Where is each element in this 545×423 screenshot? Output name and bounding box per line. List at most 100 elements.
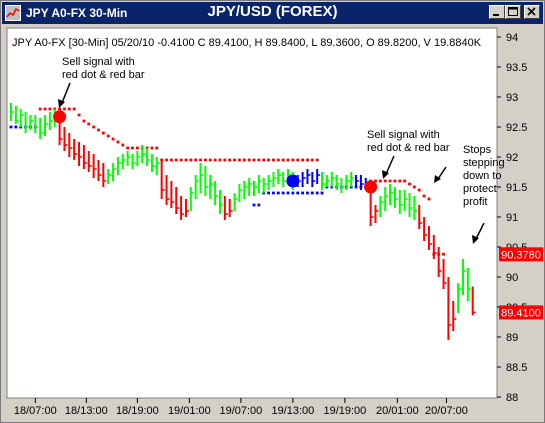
- sell_stop-dot: [247, 158, 251, 162]
- annotation-3: Stops stepping down to protect profit: [463, 144, 505, 244]
- x-tick-label: 20/07:00: [425, 405, 468, 417]
- minimize-icon: [493, 14, 499, 16]
- y-tick-label: 91: [506, 212, 518, 224]
- close-icon: [527, 7, 536, 16]
- buy_stop-dot: [281, 191, 285, 195]
- maximize-button[interactable]: [505, 5, 521, 19]
- signal-dots: [53, 110, 378, 194]
- annotation-3-arrowhead-b: [472, 235, 479, 244]
- sell_stop-dot: [48, 107, 52, 111]
- sell_stop-dot: [388, 179, 392, 183]
- x-tick-label: 18/13:00: [65, 405, 108, 417]
- annotation-3-line1: Stops: [463, 144, 492, 156]
- sell_stop-dot: [92, 125, 96, 129]
- buy_stop-dot: [14, 125, 18, 129]
- buy-signal-dot: [286, 174, 300, 188]
- sell_stop-dot: [238, 158, 241, 162]
- sell_stop-dot: [131, 146, 134, 150]
- close-button[interactable]: [524, 5, 540, 19]
- y-tick-label: 89: [506, 332, 518, 344]
- sell_stop-dot: [276, 158, 280, 162]
- annotation-3-line2: stepping: [463, 157, 505, 169]
- maximize-icon: [508, 7, 518, 16]
- chart-app-icon: [5, 5, 21, 21]
- sell_stop-dot: [189, 158, 193, 162]
- y-tick-label: 92: [506, 152, 518, 164]
- sell_stop-dot: [378, 179, 382, 183]
- sell_stop-dot: [403, 179, 407, 183]
- sell_stop-dot: [38, 107, 42, 111]
- sell_stop-dot: [63, 107, 66, 111]
- annotation-1-line2: red dot & red bar: [62, 69, 145, 81]
- sell_stop-dot: [228, 158, 232, 162]
- sell_stop-dot: [106, 134, 110, 138]
- y-tick-label: 90: [506, 272, 518, 284]
- price-chart[interactable]: JPY A0-FX [30-Min] 05/20/10 -0.4100 C 89…: [2, 25, 543, 421]
- buy_stop-dot: [296, 191, 300, 195]
- buy_stop-dot: [272, 191, 275, 195]
- x-tick-label: 20/01:00: [376, 405, 419, 417]
- sell_stop-dot: [286, 158, 290, 162]
- sell_stop-dot: [43, 107, 47, 111]
- y-tick-label: 94: [506, 32, 518, 44]
- buy_stop-dot: [276, 191, 280, 195]
- price-box-label: 89.4100: [501, 307, 541, 319]
- plot-background: [6, 27, 498, 399]
- buy_stop-dot: [315, 191, 319, 195]
- sell_stop-dot: [272, 158, 275, 162]
- annotation-3-arrow-a: [437, 166, 447, 180]
- sell_stop-dot: [67, 107, 71, 111]
- sell_stop-dot: [150, 146, 154, 150]
- y-tick-label: 91.5: [506, 182, 527, 194]
- chart-area[interactable]: JPY A0-FX [30-Min] 05/20/10 -0.4100 C 89…: [2, 25, 543, 421]
- sell_stop-dot: [155, 146, 159, 150]
- sell-signal-dot: [53, 110, 67, 124]
- x-axis: 18/07:00 18/13:00 18/19:00 19/01:00 19/07:00…: [14, 398, 468, 417]
- sell_stop-dot: [417, 188, 421, 192]
- sell_stop-dot: [199, 158, 202, 162]
- y-tick-label: 92.5: [506, 122, 527, 134]
- sell_stop-dot: [97, 128, 100, 132]
- sell_stop-dot: [116, 140, 120, 144]
- buy_stop-dot: [257, 203, 261, 207]
- sell_stop-dot: [213, 158, 217, 162]
- sell_stop-dot: [174, 158, 178, 162]
- sell_stop-dot: [242, 158, 246, 162]
- annotation-3-arrow-b: [475, 222, 485, 240]
- sell_stop-dot: [135, 146, 139, 150]
- sell_stop-dot: [442, 252, 445, 256]
- sell_stop-dot: [179, 158, 183, 162]
- price-labels: 90.3780 89.4100: [499, 247, 543, 320]
- sell_stop-dot: [374, 179, 377, 183]
- sell_stop-dot: [393, 179, 397, 183]
- sell_stop-dot: [398, 179, 402, 183]
- y-tick-label: 93.5: [506, 62, 527, 74]
- annotation-3-line5: profit: [463, 196, 487, 208]
- sell_stop-dot: [291, 158, 295, 162]
- annotation-3-line4: protect: [463, 183, 497, 195]
- sell_stop-dot: [306, 158, 309, 162]
- sell_stop-dot: [82, 119, 86, 123]
- buy_stop-dot: [320, 191, 324, 195]
- buy_stop-dot: [267, 191, 270, 195]
- sell_stop-dot: [408, 182, 411, 186]
- x-tick-label: 19/19:00: [323, 405, 366, 417]
- sell_stop-dot: [257, 158, 261, 162]
- sell_stop-dot: [165, 158, 168, 162]
- sell_stop-dot: [281, 158, 285, 162]
- title-bar[interactable]: JPY A0-FX 30-Min JPY/USD (FOREX): [2, 2, 543, 24]
- sell_stop-dot: [101, 131, 105, 135]
- annotation-3-arrowhead-a: [434, 175, 441, 183]
- sell_stop-dot: [194, 158, 198, 162]
- sell_stop-dot: [121, 143, 125, 147]
- buy_stop-dot: [9, 125, 13, 129]
- sell_stop-dot: [111, 137, 115, 141]
- annotation-2-line1: Sell signal with: [367, 129, 440, 141]
- sell_stop-dot: [301, 158, 304, 162]
- minimize-button[interactable]: [489, 5, 505, 19]
- y-tick-label: 88: [506, 392, 518, 404]
- sell_stop-dot: [169, 158, 173, 162]
- x-tick-label: 19/01:00: [168, 405, 211, 417]
- price-box: [499, 247, 543, 262]
